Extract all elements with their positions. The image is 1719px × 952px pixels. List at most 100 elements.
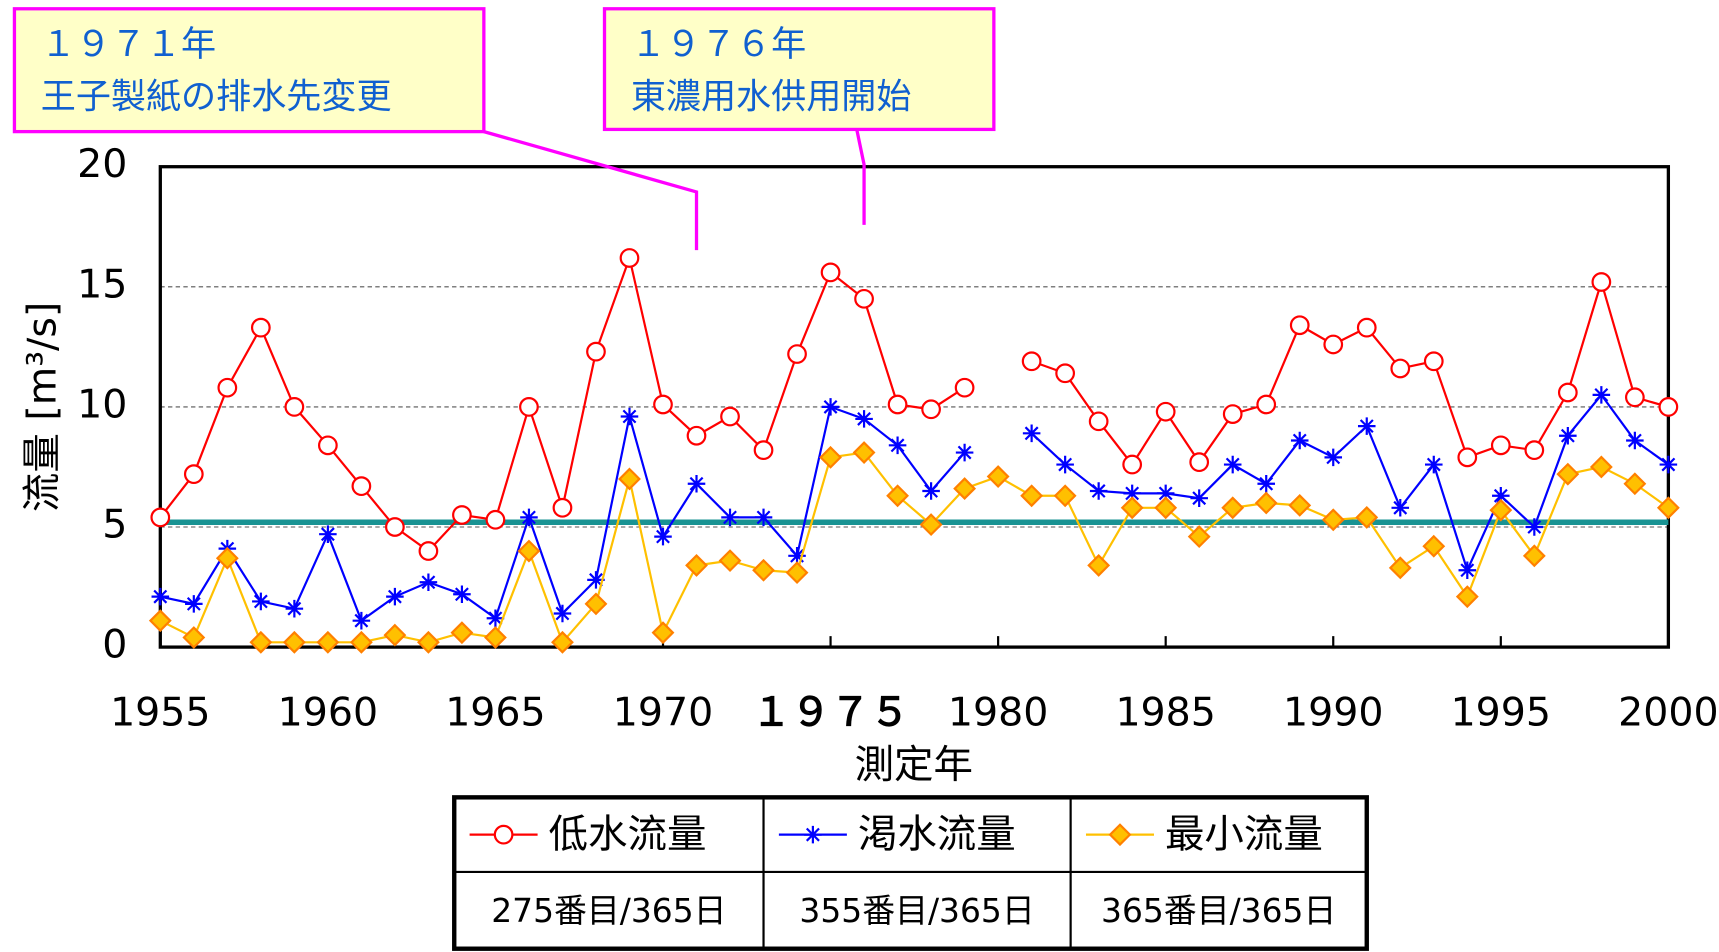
x-tick-label: １９７５ bbox=[752, 690, 910, 736]
marker bbox=[1425, 455, 1443, 474]
marker bbox=[1557, 382, 1578, 403]
marker bbox=[249, 630, 273, 654]
marker bbox=[785, 561, 809, 585]
marker bbox=[1108, 823, 1132, 847]
marker bbox=[349, 630, 373, 654]
marker bbox=[1455, 585, 1479, 609]
marker bbox=[1087, 554, 1111, 577]
marker bbox=[1123, 484, 1141, 503]
marker bbox=[1290, 431, 1309, 450]
marker bbox=[888, 436, 907, 455]
marker bbox=[151, 587, 170, 606]
marker bbox=[1591, 272, 1612, 292]
marker bbox=[820, 262, 841, 283]
marker bbox=[1020, 484, 1044, 508]
y-tick-label: 0 bbox=[102, 622, 127, 668]
marker bbox=[687, 474, 706, 493]
marker bbox=[886, 484, 910, 508]
marker bbox=[148, 609, 172, 633]
marker bbox=[720, 406, 740, 427]
marker bbox=[1257, 474, 1275, 493]
marker bbox=[1357, 417, 1376, 435]
marker bbox=[619, 248, 640, 268]
marker bbox=[386, 587, 404, 606]
marker bbox=[519, 397, 539, 417]
marker bbox=[654, 527, 672, 546]
marker bbox=[383, 623, 407, 647]
marker bbox=[718, 549, 742, 573]
marker bbox=[1659, 455, 1678, 474]
marker bbox=[1559, 426, 1577, 445]
marker bbox=[721, 508, 739, 527]
marker bbox=[1422, 534, 1446, 558]
marker bbox=[618, 467, 641, 491]
annotation-text: 王子製紙の排水先変更 bbox=[41, 77, 392, 118]
marker bbox=[1525, 518, 1544, 536]
marker bbox=[1254, 491, 1278, 515]
marker bbox=[150, 507, 171, 528]
marker bbox=[1589, 455, 1613, 479]
annotation-text: １９７１年 bbox=[41, 24, 216, 65]
legend-label: 渇水流量 bbox=[858, 811, 1016, 857]
marker bbox=[1624, 387, 1645, 408]
marker bbox=[584, 592, 608, 616]
marker bbox=[285, 599, 304, 618]
marker bbox=[1156, 484, 1175, 503]
marker bbox=[317, 435, 338, 456]
series-line bbox=[159, 451, 1670, 645]
marker bbox=[486, 609, 505, 628]
y-tick-label: 15 bbox=[77, 261, 127, 307]
marker bbox=[419, 573, 438, 592]
marker bbox=[1388, 556, 1412, 580]
marker bbox=[551, 630, 574, 654]
legend-label: 低水流量 bbox=[549, 811, 707, 857]
marker bbox=[1122, 454, 1143, 475]
marker bbox=[1056, 455, 1074, 474]
x-tick-label: 2000 bbox=[1618, 690, 1718, 736]
marker bbox=[653, 394, 673, 415]
marker bbox=[586, 341, 606, 362]
marker bbox=[953, 477, 977, 500]
marker bbox=[1155, 401, 1176, 422]
x-tick-label: 1970 bbox=[613, 690, 713, 736]
marker bbox=[787, 344, 807, 364]
marker bbox=[450, 621, 474, 645]
marker bbox=[185, 595, 203, 613]
marker bbox=[553, 604, 572, 623]
marker bbox=[1524, 440, 1545, 461]
marker bbox=[284, 397, 305, 417]
x-tick-label: 1955 bbox=[110, 690, 210, 736]
marker bbox=[1324, 448, 1343, 467]
marker bbox=[418, 541, 439, 561]
marker bbox=[855, 410, 873, 428]
marker bbox=[520, 508, 538, 527]
marker bbox=[1556, 462, 1580, 486]
marker bbox=[852, 441, 876, 464]
x-tick-label: 1985 bbox=[1115, 690, 1215, 736]
marker bbox=[1592, 386, 1611, 404]
marker bbox=[1022, 424, 1041, 443]
marker bbox=[1223, 455, 1242, 474]
marker bbox=[217, 377, 238, 398]
marker bbox=[1658, 397, 1679, 417]
marker bbox=[1321, 508, 1345, 532]
marker bbox=[1089, 482, 1108, 500]
marker bbox=[282, 630, 306, 654]
marker bbox=[685, 554, 708, 577]
marker bbox=[620, 407, 639, 426]
annotation-box bbox=[602, 7, 996, 132]
marker bbox=[352, 611, 371, 630]
marker bbox=[1390, 358, 1411, 379]
annotation-text: 東濃用水供用開始 bbox=[631, 77, 912, 118]
marker bbox=[788, 547, 806, 565]
marker bbox=[753, 440, 774, 461]
legend-description: 275番目/365日 bbox=[491, 891, 726, 930]
marker bbox=[1623, 472, 1647, 496]
marker bbox=[485, 509, 506, 530]
marker bbox=[1626, 431, 1644, 450]
x-axis-label: 測定年 bbox=[855, 742, 973, 788]
marker bbox=[250, 317, 271, 338]
marker bbox=[1187, 525, 1211, 549]
marker bbox=[887, 394, 908, 415]
